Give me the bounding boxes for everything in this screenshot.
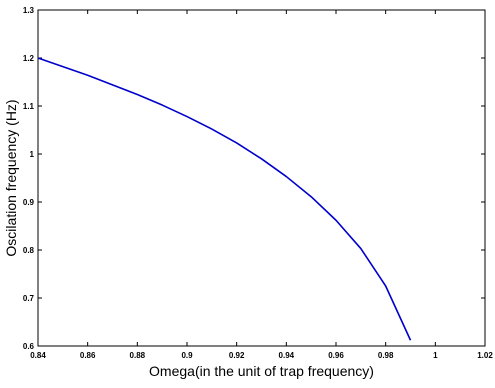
y-tick-label: 1.3 xyxy=(23,6,35,15)
x-tick-label: 0.96 xyxy=(328,351,344,360)
x-tick-label: 0.98 xyxy=(378,351,394,360)
x-tick-label: 0.92 xyxy=(229,351,245,360)
x-tick-label: 0.9 xyxy=(181,351,193,360)
y-tick-label: 1.2 xyxy=(23,54,35,63)
y-tick-label: 0.7 xyxy=(23,294,35,303)
y-tick-label: 0.9 xyxy=(23,198,35,207)
y-axis-label: Oscilation frequency (Hz) xyxy=(3,99,19,256)
y-tick-label: 0.8 xyxy=(23,246,35,255)
y-tick-label: 1 xyxy=(30,150,35,159)
y-tick-label: 1.1 xyxy=(23,102,35,111)
x-tick-label: 1.02 xyxy=(477,351,493,360)
x-tick-label: 0.88 xyxy=(130,351,146,360)
x-tick-label: 0.94 xyxy=(279,351,295,360)
plot-area xyxy=(37,9,486,347)
x-tick-label: 0.84 xyxy=(30,351,46,360)
y-tick-label: 0.6 xyxy=(23,342,35,351)
x-axis-label: Omega(in the unit of trap frequency) xyxy=(149,363,374,379)
ticks-layer: 0.84 0.86 0.88 0.9 0.92 0.94 0.96 0.98 1 1.02 0.6 0… xyxy=(23,6,493,360)
series-line xyxy=(37,57,412,341)
x-tick-label: 1 xyxy=(433,351,438,360)
series-layer xyxy=(37,57,412,341)
x-tick-label: 0.86 xyxy=(80,351,96,360)
